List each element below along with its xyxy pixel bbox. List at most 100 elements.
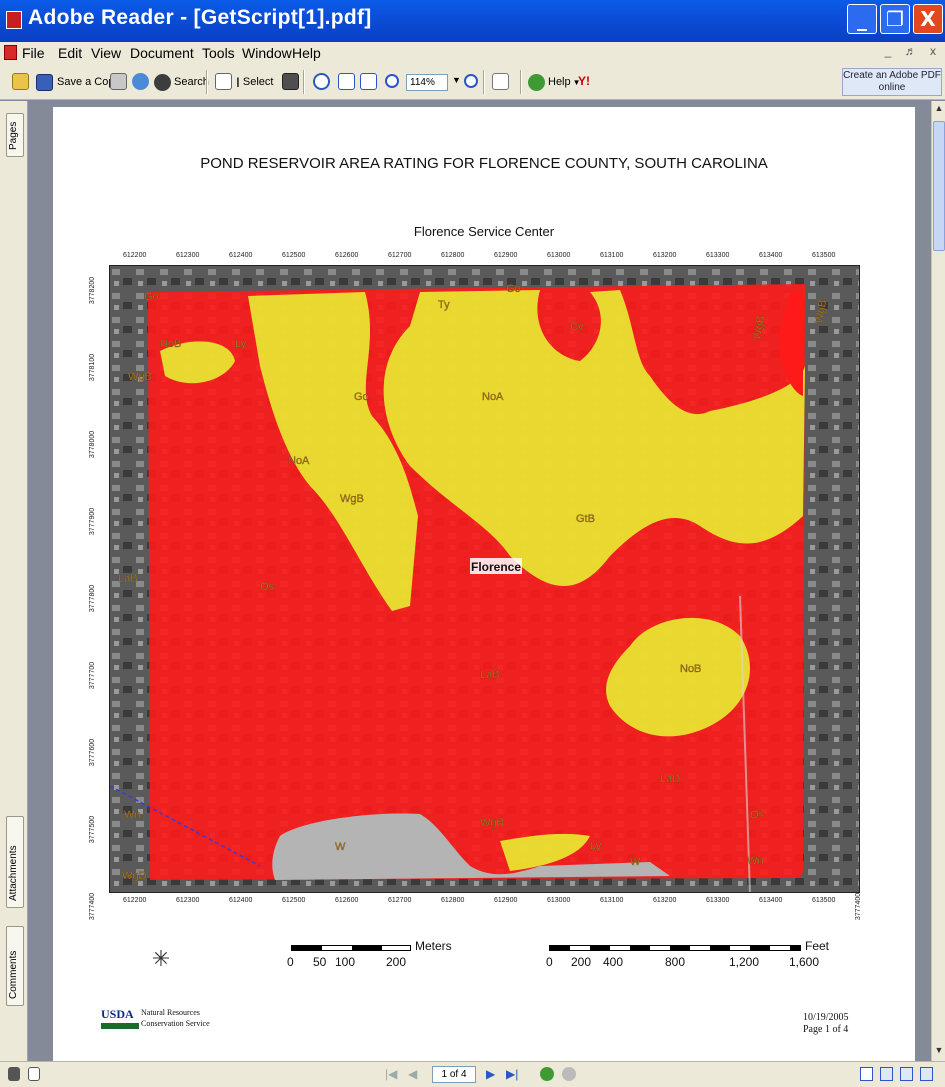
feet-tick: 400 (603, 955, 624, 969)
soil-unit-label: Ty (438, 299, 450, 311)
facing-icon[interactable] (920, 1067, 933, 1081)
menu-file[interactable]: File (22, 45, 45, 61)
toolbar-separator (520, 70, 522, 94)
x-tick-label: 612800 (441, 897, 465, 904)
y-tick-label: 3777900 (89, 507, 97, 536)
create-pdf-label: Create an Adobe PDF online (843, 70, 941, 93)
x-tick-label: 612200 (123, 897, 147, 904)
menu-view[interactable]: View (91, 45, 122, 61)
adobe-reader-icon (6, 11, 22, 29)
menu-tools[interactable]: Tools (202, 45, 235, 61)
x-tick-label: 613200 (653, 897, 677, 904)
single-page-icon[interactable] (860, 1067, 873, 1081)
snapshot-icon[interactable] (282, 73, 299, 90)
pin-icon[interactable] (8, 1067, 20, 1081)
zoom-in-tool-icon[interactable] (313, 73, 330, 90)
fair-rating-region (500, 833, 590, 871)
soil-map: Go NoB WgB Ly Go NoA Ty Go Cv NoA WgB WgB GtB LaB Os Wg… (109, 265, 860, 893)
toolbar-separator (483, 70, 485, 94)
poor-rating-region (778, 292, 803, 396)
close-button[interactable]: X (913, 4, 943, 34)
last-page-icon[interactable]: ▶| (506, 1067, 519, 1081)
fair-rating-region (383, 290, 805, 586)
email-icon[interactable] (132, 73, 149, 90)
tab-attachments[interactable]: Attachments (6, 816, 24, 908)
meters-label: Meters (415, 939, 452, 953)
soil-unit-label: Ly (590, 840, 602, 852)
hand-tool-icon[interactable] (215, 73, 232, 90)
previous-page-icon[interactable]: ◀ (408, 1067, 418, 1081)
vertical-scrollbar[interactable]: ▲ ▼ (931, 101, 945, 1061)
document-view[interactable]: POND RESERVOIR AREA RATING FOR FLORENCE … (29, 101, 931, 1061)
actual-size-icon[interactable] (338, 73, 355, 90)
page-number-text: Page 1 of 4 (803, 1024, 849, 1035)
minimize-button[interactable]: _ (847, 4, 877, 34)
continuous-facing-icon[interactable] (900, 1067, 913, 1081)
select-tool-button[interactable]: I Select (236, 73, 273, 91)
x-tick-label: 612400 (229, 897, 253, 904)
x-tick-label: 612600 (335, 252, 359, 259)
save-copy-button[interactable]: Save a Copy (36, 73, 120, 91)
scrollbar-thumb[interactable] (933, 121, 945, 251)
search-button[interactable]: Search (154, 73, 209, 91)
tab-pages[interactable]: Pages (6, 113, 24, 157)
city-label: Florence (470, 558, 522, 574)
tab-comments[interactable]: Comments (6, 926, 24, 1006)
fair-rating-region (248, 292, 418, 611)
document-window-controls[interactable]: _ ♬ x (884, 44, 941, 58)
zoom-out-icon[interactable] (385, 74, 399, 88)
menu-document[interactable]: Document (130, 45, 194, 61)
save-copy-label: Save a Copy (57, 76, 120, 88)
scroll-up-icon[interactable]: ▲ (934, 103, 944, 113)
feet-tick: 0 (546, 955, 553, 969)
usda-logo: USDA Natural Resources Conservation Serv… (101, 1007, 241, 1037)
date-text: 10/19/2005 (803, 1012, 849, 1023)
fit-width-icon[interactable] (360, 73, 377, 90)
water-region (272, 813, 670, 880)
x-tick-label: 613300 (706, 897, 730, 904)
menu-edit[interactable]: Edit (58, 45, 83, 61)
page-number-field[interactable]: 1 of 4 (432, 1066, 476, 1083)
zoom-dropdown-arrow-icon[interactable]: ▼ (452, 75, 461, 85)
go-back-icon[interactable] (540, 1067, 554, 1081)
soil-unit-label: Ly (235, 338, 247, 350)
x-tick-label: 613400 (759, 252, 783, 259)
status-bar: |◀ ◀ 1 of 4 ▶ ▶| (0, 1061, 945, 1087)
x-tick-label: 612400 (229, 252, 253, 259)
dropdown-arrow-icon: ▼ (572, 77, 581, 87)
create-pdf-online-button[interactable]: Create an Adobe PDF online (842, 68, 942, 96)
feet-tick: 200 (571, 955, 592, 969)
soil-labels: Go NoB WgB Ly Go NoA Ty Go Cv NoA WgB WgB GtB LaB Os Wg… (118, 283, 829, 882)
first-page-icon[interactable]: |◀ (385, 1067, 398, 1081)
page-layout-icon[interactable] (28, 1067, 40, 1081)
binoculars-icon (154, 73, 171, 91)
x-tick-label: 613100 (600, 252, 624, 259)
menu-window[interactable]: Window (242, 45, 292, 61)
next-page-icon[interactable]: ▶ (486, 1067, 496, 1081)
feet-tick: 800 (665, 955, 686, 969)
feet-scale-bar (549, 945, 801, 951)
yahoo-icon[interactable]: Y! (578, 74, 590, 88)
soil-unit-label: WgD (122, 870, 147, 882)
city-label-text: Florence (471, 560, 521, 574)
continuous-icon[interactable] (880, 1067, 893, 1081)
go-forward-icon[interactable] (562, 1067, 576, 1081)
rotate-view-icon[interactable] (492, 73, 509, 90)
x-tick-label: 613000 (547, 897, 571, 904)
open-folder-icon[interactable] (12, 73, 29, 90)
soil-unit-label: LaD (660, 773, 680, 785)
print-icon[interactable] (110, 73, 127, 90)
maximize-button[interactable]: ❐ (880, 4, 910, 34)
tab-attachments-label: Attachments (8, 845, 19, 901)
zoom-in-icon[interactable] (464, 74, 478, 88)
x-tick-label: 612300 (176, 252, 200, 259)
feet-label: Feet (805, 939, 830, 953)
soil-unit-label: Os (260, 581, 275, 593)
soil-unit-label: Go (144, 291, 159, 303)
x-tick-label: 612200 (123, 252, 147, 259)
help-button[interactable]: Help ▼ (528, 73, 581, 91)
zoom-level-field[interactable]: 114% (406, 74, 448, 91)
menu-help[interactable]: Help (292, 45, 321, 61)
x-tick-label: 612800 (441, 252, 465, 259)
scroll-down-icon[interactable]: ▼ (934, 1045, 944, 1055)
